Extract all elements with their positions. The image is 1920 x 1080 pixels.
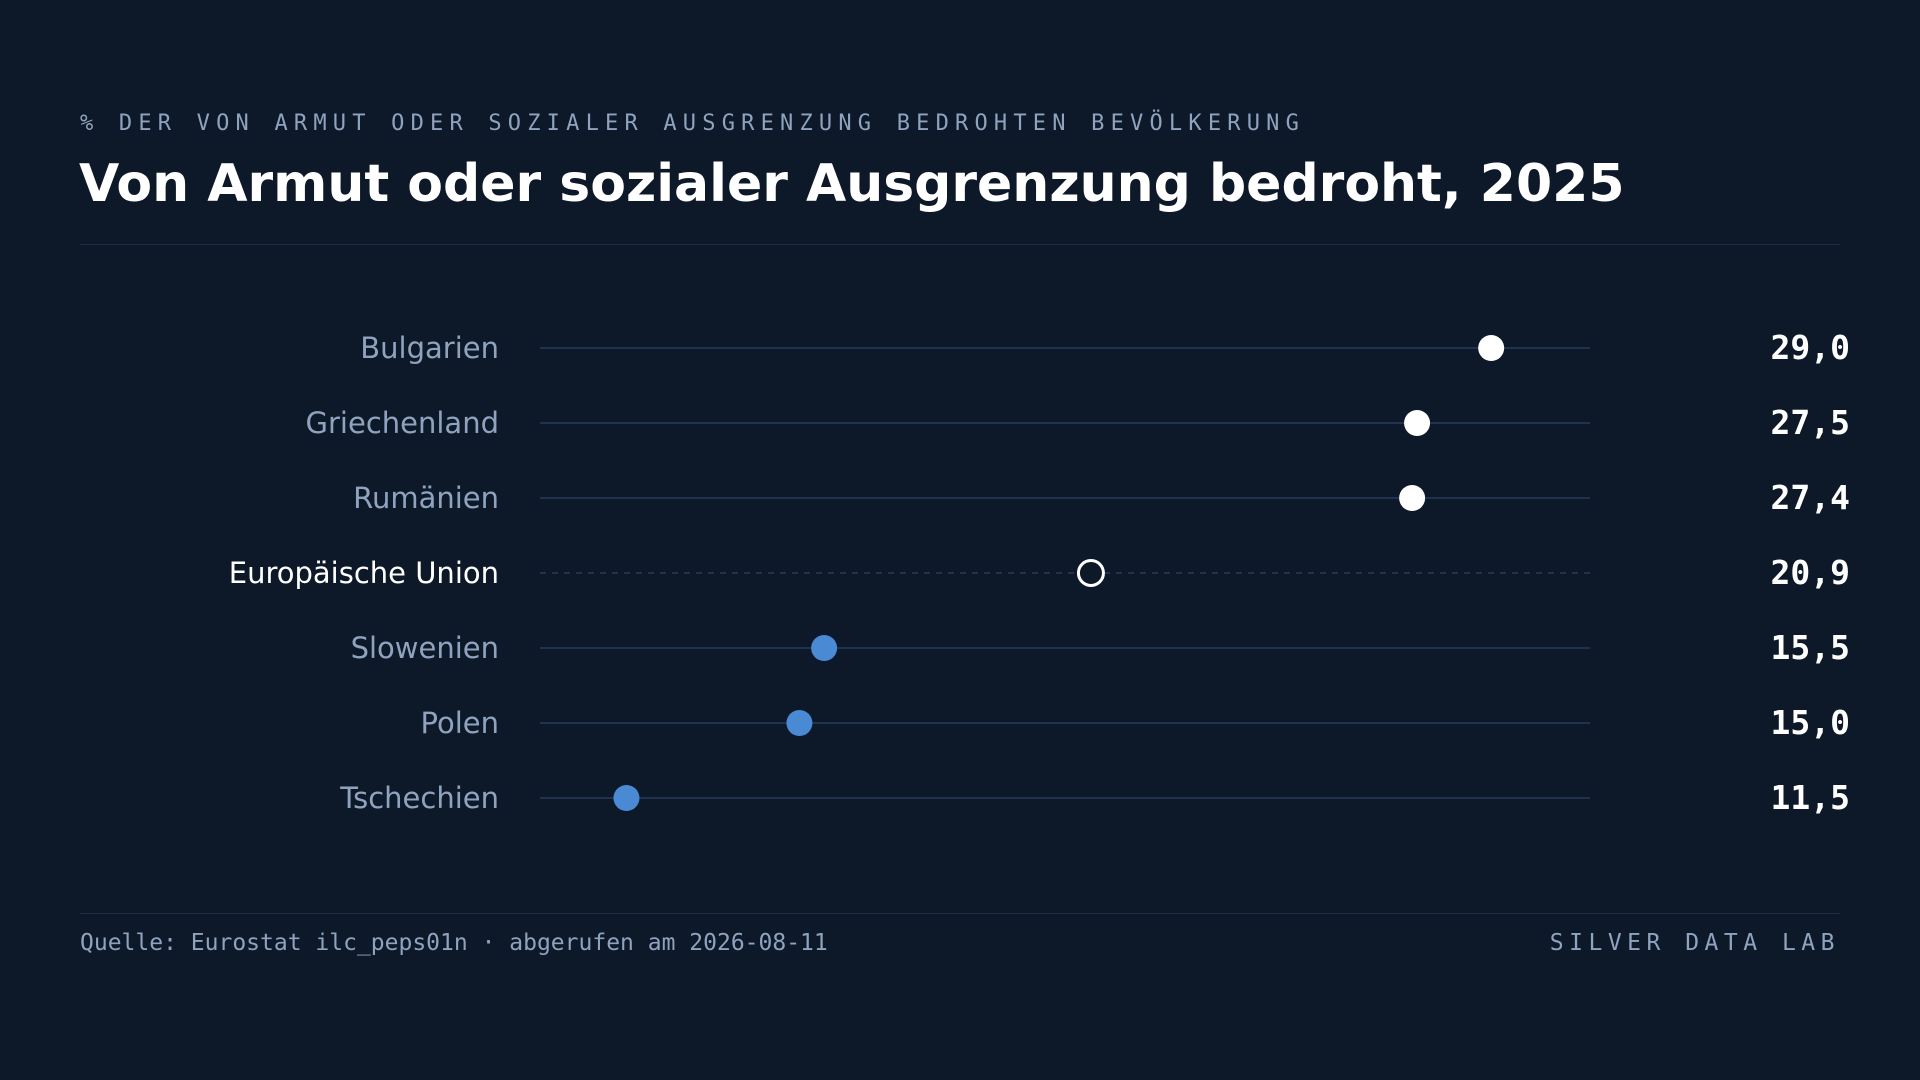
data-point — [1399, 485, 1426, 511]
chart-title: Von Armut oder sozialer Ausgrenzung bedr… — [79, 154, 1625, 214]
data-point — [1076, 559, 1105, 587]
value-label: 27,5 — [1771, 403, 1850, 442]
data-point — [811, 635, 838, 661]
value-label: 20,9 — [1771, 553, 1850, 592]
source-note: Quelle: Eurostat ilc_peps01n · abgerufen… — [80, 930, 828, 956]
category-label: Tschechien — [339, 781, 499, 815]
value-label: 15,5 — [1771, 628, 1850, 667]
title-divider — [80, 244, 1840, 245]
footer-divider — [80, 913, 1840, 914]
value-label: 11,5 — [1771, 778, 1850, 817]
category-label: Rumänien — [353, 481, 499, 515]
value-label: 29,0 — [1771, 328, 1850, 367]
category-label: Europäische Union — [229, 556, 499, 590]
data-point — [613, 785, 640, 811]
value-label: 27,4 — [1771, 478, 1850, 517]
value-label: 15,0 — [1771, 703, 1850, 742]
category-label: Griechenland — [306, 406, 499, 440]
category-label: Slowenien — [351, 631, 499, 665]
category-label: Bulgarien — [360, 331, 499, 365]
data-point — [1404, 410, 1431, 436]
brand-label: SILVER DATA LAB — [1549, 930, 1840, 956]
data-point — [1478, 335, 1505, 361]
chart-kicker: % DER VON ARMUT ODER SOZIALER AUSGRENZUN… — [80, 111, 1306, 136]
category-label: Polen — [421, 706, 499, 740]
data-point — [786, 710, 813, 736]
